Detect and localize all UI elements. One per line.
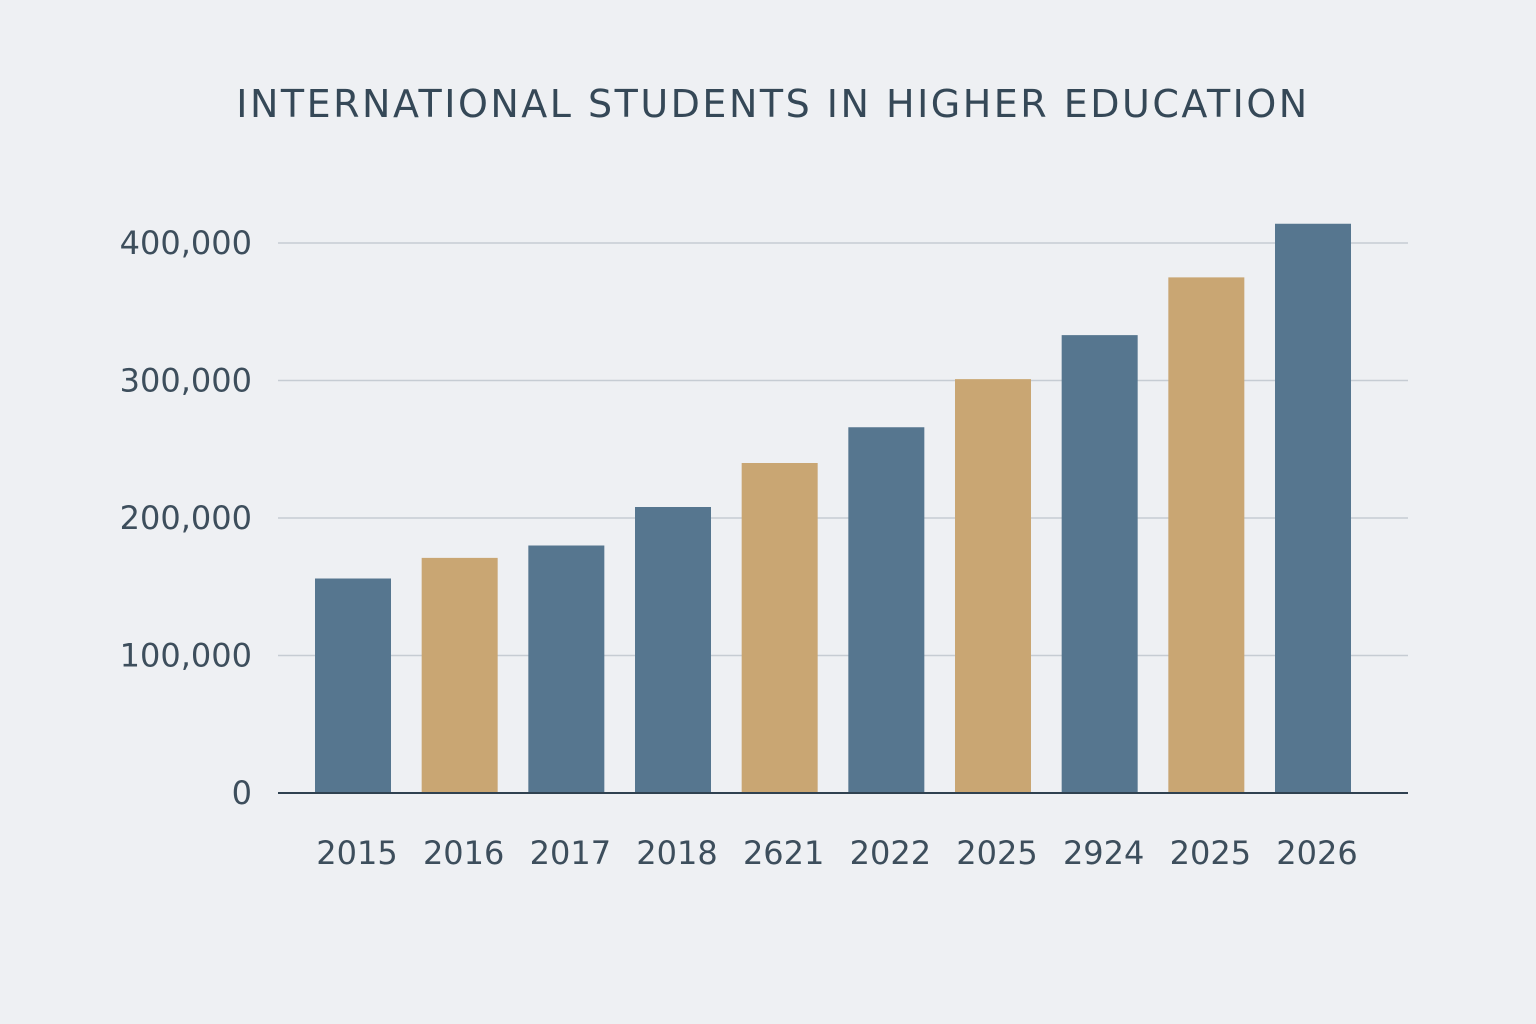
bar-2621: [741, 463, 818, 793]
y-tick-label: 100,000: [120, 637, 252, 675]
y-tick-label: 0: [232, 774, 252, 812]
y-tick-label: 400,000: [120, 224, 252, 262]
bar-2018: [635, 507, 711, 793]
x-axis-tick-labels: 2015 2016 2017 2018 2621 2022 2025 2924 2025 2026: [316, 834, 1357, 872]
y-tick-label: 300,000: [120, 362, 252, 400]
y-tick-label: 200,000: [120, 499, 252, 537]
chart-title: INTERNATIONAL STUDENTS IN HIGHER EDUCATI…: [236, 82, 1310, 126]
bar-2924: [1061, 335, 1138, 793]
x-tick-label: 2018: [636, 834, 717, 872]
x-tick-label: 2022: [850, 834, 931, 872]
bar-2022: [848, 427, 925, 793]
bar-2015: [315, 578, 391, 793]
bar-2025: [1168, 277, 1245, 793]
y-axis-tick-labels: 0 100,000 200,000 300,000 400,000: [120, 224, 252, 812]
bars: [315, 223, 1351, 793]
x-tick-label: 2017: [530, 834, 611, 872]
bar-2025: [955, 379, 1031, 793]
x-tick-label: 2025: [1170, 834, 1251, 872]
x-tick-label: 2924: [1063, 834, 1144, 872]
x-tick-label: 2016: [423, 834, 504, 872]
x-tick-label: 2026: [1276, 834, 1357, 872]
x-tick-label: 2015: [316, 834, 397, 872]
bar-2017: [528, 545, 605, 793]
bar-2016: [421, 557, 498, 793]
x-tick-label: 2621: [743, 834, 824, 872]
x-tick-label: 2025: [956, 834, 1037, 872]
bar-2026: [1275, 223, 1351, 793]
